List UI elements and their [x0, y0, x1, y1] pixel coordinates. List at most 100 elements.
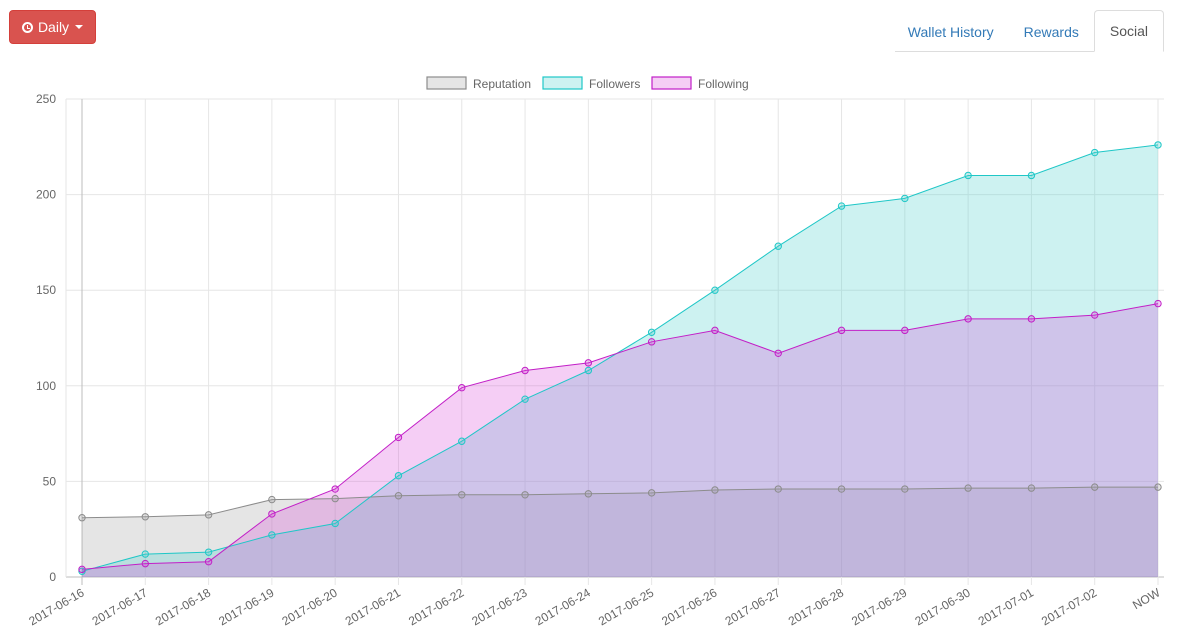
point-reputation: [1027, 484, 1036, 492]
point-followers: [458, 437, 466, 445]
area-followers: [82, 144, 1158, 577]
point-reputation: [711, 486, 719, 494]
x-tick-label: 2017-06-17: [90, 585, 150, 628]
point-reputation: [204, 511, 213, 519]
legend-label-reputation: Reputation: [473, 77, 531, 91]
x-tick-label: 2017-06-21: [343, 585, 403, 628]
x-tick-label: 2017-06-25: [596, 585, 656, 628]
x-tick-label: 2017-06-20: [280, 585, 340, 628]
chart-lines: [81, 144, 1159, 572]
point-following: [647, 338, 656, 346]
area-reputation: [82, 487, 1158, 577]
x-tick-label: 2017-06-19: [216, 585, 276, 628]
period-label: Daily: [37, 19, 70, 35]
point-followers: [1091, 148, 1099, 157]
clock-icon: [21, 21, 33, 33]
legend-swatch-followers: [542, 76, 583, 90]
point-followers: [141, 550, 149, 558]
point-following: [964, 315, 972, 323]
point-followers: [837, 202, 846, 210]
point-reputation: [458, 491, 466, 499]
point-followers: [268, 531, 276, 539]
point-following: [458, 384, 466, 392]
y-tick-label: 250: [36, 92, 56, 106]
y-tick-label: 150: [36, 283, 56, 297]
point-reputation: [268, 495, 276, 504]
point-followers: [204, 548, 213, 556]
point-followers: [711, 286, 719, 294]
period-dropdown-button[interactable]: Daily: [9, 10, 96, 44]
point-followers: [964, 171, 972, 180]
point-followers: [394, 471, 403, 480]
legend-label-followers: Followers: [589, 77, 640, 91]
y-tick-label: 50: [43, 474, 57, 488]
point-following: [268, 510, 276, 518]
point-following: [1091, 311, 1099, 319]
y-axis: 0 50 100 150 200 250: [36, 92, 56, 584]
point-following: [78, 565, 86, 574]
point-reputation: [1154, 483, 1162, 491]
point-following: [331, 485, 339, 493]
x-tick-label: 2017-06-23: [469, 585, 529, 628]
point-reputation: [837, 485, 846, 493]
point-reputation: [774, 485, 782, 493]
point-following: [711, 326, 719, 335]
point-following: [394, 433, 403, 442]
point-reputation: [584, 490, 593, 498]
legend-swatch-following: [651, 76, 692, 90]
chart-areas: [82, 144, 1158, 577]
tab-wallet-history[interactable]: Wallet History: [907, 23, 994, 40]
point-reputation: [394, 492, 403, 500]
legend-label-following: Following: [698, 77, 749, 91]
point-reputation: [331, 494, 339, 503]
point-reputation: [1091, 483, 1099, 491]
legend-swatch-reputation: [426, 76, 467, 90]
tab-social[interactable]: Social: [1093, 10, 1164, 52]
chart-legend: Reputation Followers Following: [426, 76, 749, 91]
point-following: [774, 349, 782, 357]
point-followers: [521, 395, 529, 403]
x-tick-label: 2017-06-28: [786, 585, 846, 628]
tab-rewards[interactable]: Rewards: [1023, 23, 1079, 40]
x-tick-label: 2017-06-16: [26, 585, 86, 628]
x-tick-label: 2017-06-24: [533, 585, 593, 628]
point-following: [584, 359, 593, 367]
x-tick-label: 2017-06-26: [659, 585, 719, 628]
y-tick-label: 200: [36, 188, 56, 202]
point-following: [837, 326, 846, 335]
x-tick-label: 2017-06-30: [912, 585, 972, 628]
tab-bar: Wallet History Rewards Social: [893, 10, 1164, 52]
point-following: [1027, 315, 1036, 323]
x-tick-label: 2017-07-02: [1039, 585, 1099, 628]
line-followers: [81, 144, 1159, 572]
x-tick-label: NOW: [1130, 585, 1163, 612]
chart-grid: [65, 98, 1164, 585]
point-reputation: [521, 491, 529, 499]
area-following: [82, 303, 1158, 577]
point-following: [141, 559, 149, 568]
point-reputation: [141, 513, 149, 521]
point-reputation: [901, 485, 909, 493]
point-followers: [78, 567, 86, 575]
point-reputation: [647, 489, 656, 497]
x-tick-label: 2017-07-01: [976, 585, 1036, 628]
point-following: [204, 558, 213, 566]
line-reputation: [81, 486, 1158, 519]
point-followers: [901, 194, 909, 203]
tabs-divider: [895, 51, 1164, 52]
x-tick-label: 2017-06-29: [849, 585, 909, 628]
point-followers: [584, 366, 593, 375]
point-following: [521, 366, 529, 375]
point-followers: [647, 328, 656, 336]
point-following: [1154, 299, 1162, 308]
point-followers: [331, 519, 339, 528]
point-followers: [1027, 171, 1036, 180]
point-reputation: [964, 484, 972, 492]
x-tick-label: 2017-06-27: [723, 585, 783, 628]
point-followers: [1154, 141, 1162, 149]
x-tick-label: 2017-06-22: [406, 585, 466, 628]
caret-down-icon: [75, 25, 84, 29]
point-reputation: [78, 514, 86, 522]
point-followers: [774, 242, 782, 250]
